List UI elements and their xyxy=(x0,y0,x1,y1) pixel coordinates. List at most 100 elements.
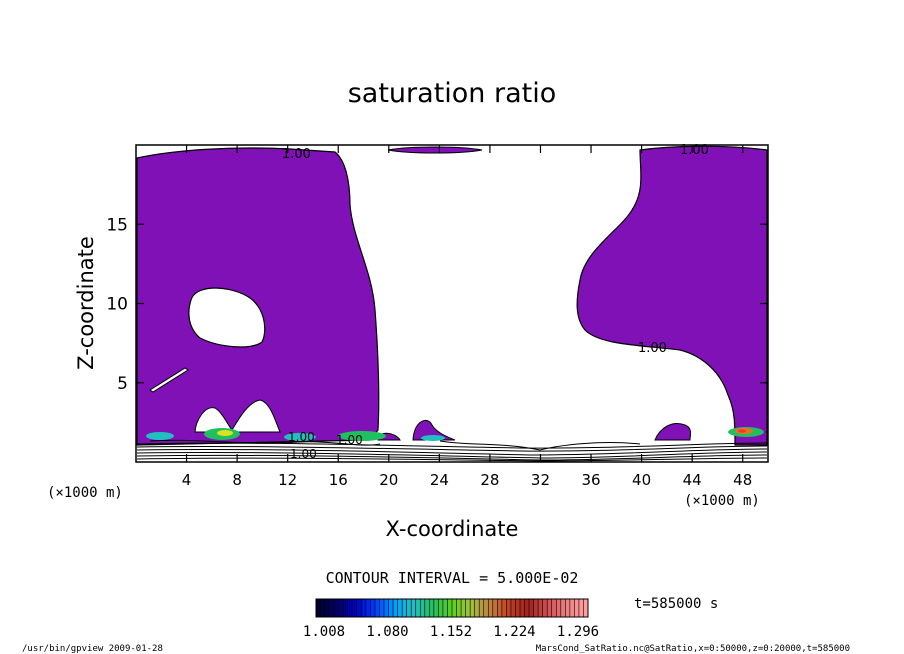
bump-24 xyxy=(412,420,456,441)
colorbar-swatch xyxy=(370,599,376,617)
contour-labels: 1.00 1.00 1.00 1.00 1.00 1.00 xyxy=(282,143,709,461)
colorbar-tick-label: 1.152 xyxy=(430,624,472,640)
colorbar-swatch xyxy=(533,599,539,617)
colorbar-swatch xyxy=(578,599,584,617)
colorbar-swatch xyxy=(433,599,439,617)
y-tick-label: 15 xyxy=(106,215,128,235)
x-ticks: 4 8 12 16 20 24 28 32 36 40 44 48 xyxy=(182,145,752,489)
colorbar-swatch xyxy=(506,599,512,617)
colorbar-swatch xyxy=(420,599,426,617)
chart-title: saturation ratio xyxy=(348,78,557,109)
blob-4 xyxy=(338,431,386,441)
blob-6-peak xyxy=(738,429,746,433)
bottom-contour-lines xyxy=(136,439,768,462)
colorbar-frame xyxy=(315,598,589,618)
thin-streak xyxy=(149,367,189,393)
x-axis-label: X-coordinate xyxy=(386,517,519,541)
x-tick-label: 48 xyxy=(733,471,752,489)
bump-42 xyxy=(654,423,692,441)
x-tick-label: 44 xyxy=(683,471,702,489)
colorbar-swatch xyxy=(347,599,353,617)
x-tick-label: 36 xyxy=(581,471,600,489)
colorbar xyxy=(315,598,589,618)
colorbar-swatch xyxy=(379,599,385,617)
blob-3 xyxy=(284,433,316,441)
colorbar-swatch xyxy=(492,599,498,617)
contour-label-mid-right: 1.00 xyxy=(638,341,667,356)
blob-2-core xyxy=(217,430,233,436)
colorbar-swatch xyxy=(510,599,516,617)
colorbar-swatch xyxy=(529,599,535,617)
x-tick-label: 16 xyxy=(329,471,348,489)
y-tick-label: 10 xyxy=(106,295,128,315)
colorbar-swatch xyxy=(560,599,566,617)
colorbar-swatch xyxy=(334,599,340,617)
contour-label-low-2: 1.00 xyxy=(336,433,363,447)
x-tick-label: 20 xyxy=(379,471,398,489)
colorbar-tick-label: 1.080 xyxy=(366,624,408,640)
colorbar-swatch xyxy=(583,599,589,617)
colorbar-swatch xyxy=(329,599,335,617)
colorbar-swatch xyxy=(338,599,344,617)
x-tick-label: 28 xyxy=(480,471,499,489)
contour-label-low-3: 1.00 xyxy=(290,447,317,461)
colorbar-swatch xyxy=(429,599,435,617)
x-unit-note-right: (×1000 m) xyxy=(684,493,760,509)
x-tick-label: 4 xyxy=(182,471,192,489)
colorbar-swatch xyxy=(343,599,349,617)
top-strip xyxy=(387,146,483,154)
time-label: t=585000 s xyxy=(634,596,718,612)
colorbar-swatch xyxy=(356,599,362,617)
colorbar-swatch xyxy=(452,599,458,617)
colorbar-swatch xyxy=(574,599,580,617)
colorbar-swatch xyxy=(542,599,548,617)
colorbar-swatch xyxy=(438,599,444,617)
colorbar-swatch xyxy=(374,599,380,617)
colorbar-swatch xyxy=(393,599,399,617)
contour-label-top-right: 1.00 xyxy=(680,143,709,158)
colorbar-swatch xyxy=(402,599,408,617)
colorbar-swatch xyxy=(515,599,521,617)
saturated-region-left xyxy=(136,147,380,446)
colorbar-swatch xyxy=(479,599,485,617)
colorbar-swatch xyxy=(556,599,562,617)
colorbar-tick-label: 1.008 xyxy=(303,624,345,640)
x-tick-label: 12 xyxy=(278,471,297,489)
colorbar-tick-labels: 1.008 1.080 1.152 1.224 1.296 xyxy=(303,624,599,640)
colorbar-swatch xyxy=(320,599,326,617)
colorbar-swatch xyxy=(501,599,507,617)
colorbar-tick-label: 1.296 xyxy=(557,624,599,640)
high-value-blobs xyxy=(146,427,764,441)
colorbar-tick-label: 1.224 xyxy=(493,624,535,640)
colorbar-swatch xyxy=(447,599,453,617)
colorbar-swatch xyxy=(483,599,489,617)
contour-label-top-left: 1.00 xyxy=(282,147,311,162)
footer-right: MarsCond_SatRatio.nc@SatRatio,x=0:50000,… xyxy=(536,644,850,654)
colorbar-swatch xyxy=(520,599,526,617)
colorbar-swatch xyxy=(488,599,494,617)
colorbar-swatch xyxy=(465,599,471,617)
unsaturated-hole xyxy=(188,287,266,348)
x-tick-label: 24 xyxy=(430,471,449,489)
y-tick-label: 5 xyxy=(117,374,128,394)
contour-label-low-1: 1.00 xyxy=(288,430,315,444)
colorbar-swatch xyxy=(470,599,476,617)
colorbar-swatch xyxy=(474,599,480,617)
colorbar-swatch xyxy=(538,599,544,617)
x-unit-note-left: (×1000 m) xyxy=(47,485,123,501)
colorbar-swatch xyxy=(365,599,371,617)
colorbar-swatch xyxy=(411,599,417,617)
colorbar-swatch xyxy=(397,599,403,617)
colorbar-swatch xyxy=(406,599,412,617)
colorbar-swatch xyxy=(565,599,571,617)
colorbar-swatch xyxy=(497,599,503,617)
colorbar-swatch xyxy=(388,599,394,617)
footer-left: /usr/bin/gpview 2009-01-28 xyxy=(22,644,163,654)
colorbar-swatch xyxy=(524,599,530,617)
colorbar-swatch xyxy=(461,599,467,617)
x-tick-label: 32 xyxy=(531,471,550,489)
x-tick-label: 40 xyxy=(632,471,651,489)
colorbar-swatch xyxy=(551,599,557,617)
contour-interval-text: CONTOUR INTERVAL = 5.000E-02 xyxy=(326,569,579,587)
